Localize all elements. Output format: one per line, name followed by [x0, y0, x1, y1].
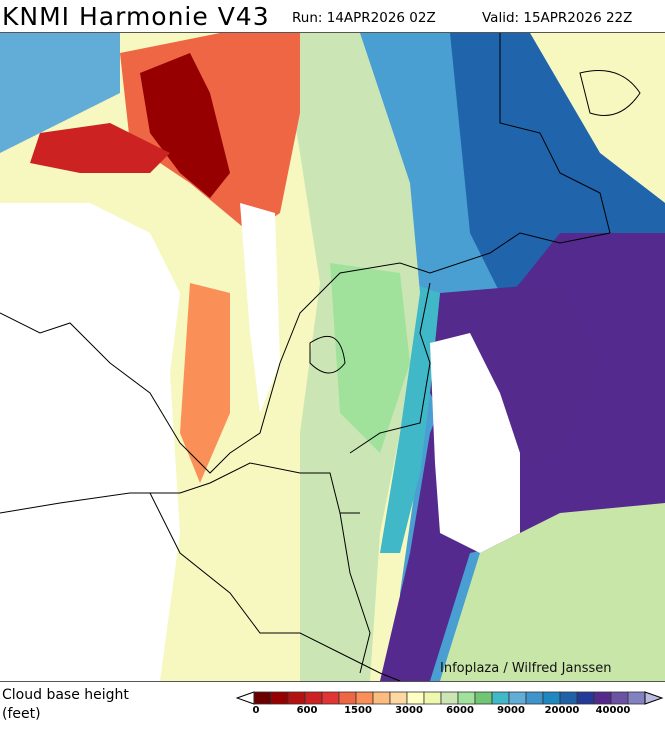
credit-label: Infoplaza / Wilfred Janssen — [440, 661, 612, 676]
colorbar-swatch — [372, 691, 391, 705]
colorbar-swatch — [542, 691, 561, 705]
colorbar-swatch — [304, 691, 323, 705]
orange-strip — [180, 283, 230, 483]
colorbar-under-arrow — [236, 691, 255, 705]
coastlines — [0, 33, 641, 681]
green-southeast — [440, 503, 665, 681]
cloud-base-map — [0, 32, 665, 682]
chart-title: KNMI Harmonie V43 — [2, 2, 270, 31]
colorbar-swatch — [576, 691, 595, 705]
colorbar-swatch — [287, 691, 306, 705]
colorbar-swatch — [423, 691, 442, 705]
colorbar-swatch — [355, 691, 374, 705]
colorbar-swatch — [457, 691, 476, 705]
run-time: Run: 14APR2026 02Z — [292, 10, 436, 26]
colorbar-tick-label: 40000 — [595, 705, 631, 716]
colorbar-tick-label: 1500 — [344, 705, 372, 716]
colorbar-swatch — [610, 691, 629, 705]
colorbar-tick-label: 6000 — [446, 705, 474, 716]
colorbar-tick-label: 3000 — [395, 705, 423, 716]
colorbar-swatch — [389, 691, 408, 705]
colorbar-over-arrow — [644, 691, 664, 705]
legend-line1: Cloud base height — [2, 687, 129, 703]
teal-west — [0, 33, 120, 153]
colorbar-swatch — [559, 691, 578, 705]
colorbar-swatch — [508, 691, 527, 705]
colorbar-swatch — [253, 691, 272, 705]
colorbar-tick-label: 600 — [296, 705, 318, 716]
colorbar-swatch — [525, 691, 544, 705]
colorbar — [236, 691, 664, 705]
colorbar-tick-label: 9000 — [497, 705, 525, 716]
dark-red-core — [140, 53, 230, 198]
no-cloud-east — [430, 333, 520, 553]
colorbar-swatch — [491, 691, 510, 705]
green-strip — [330, 263, 410, 453]
red-area-west — [30, 123, 170, 173]
colorbar-swatch — [627, 691, 646, 705]
colorbar-swatch — [440, 691, 459, 705]
colorbar-swatch — [338, 691, 357, 705]
legend-title: Cloud base height (feet) — [2, 686, 129, 724]
colorbar-swatch — [406, 691, 425, 705]
no-cloud-west — [0, 203, 180, 681]
colorbar-swatch — [593, 691, 612, 705]
valid-time: Valid: 15APR2026 22Z — [482, 10, 633, 26]
colorbar-swatch — [270, 691, 289, 705]
no-cloud-strip — [240, 203, 280, 413]
legend-line2: (feet) — [2, 706, 41, 722]
cyan-band — [380, 283, 440, 553]
colorbar-swatch — [321, 691, 340, 705]
colorbar-swatch — [474, 691, 493, 705]
colorbar-tick-label: 20000 — [544, 705, 580, 716]
colorbar-tick-label: 0 — [252, 705, 260, 716]
